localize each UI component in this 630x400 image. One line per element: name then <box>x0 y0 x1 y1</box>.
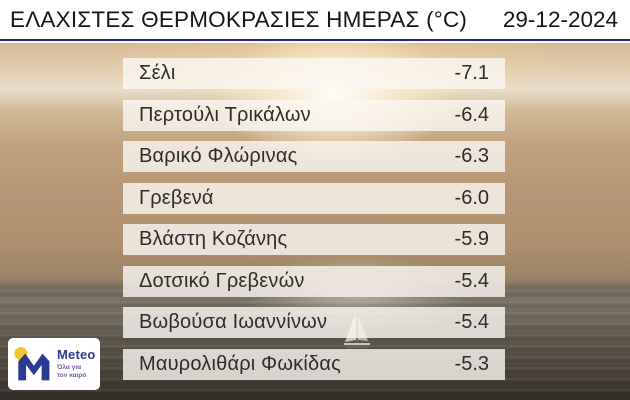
date-label: 29-12-2024 <box>502 6 618 32</box>
temperature-value: -5.9 <box>454 228 489 250</box>
table-row: Σέλι -7.1 <box>123 58 505 89</box>
location-label: Περτούλι Τρικάλων <box>139 103 311 126</box>
table-row: Γρεβενά -6.0 <box>123 182 505 214</box>
temperature-value: -7.1 <box>454 62 489 84</box>
header-bar: ΕΛΑΧΙΣΤΕΣ ΘΕΡΜΟΚΡΑΣΙΕΣ ΗΜΕΡΑΣ (°C) 29-12… <box>0 0 630 41</box>
temperature-value: -6.4 <box>454 103 489 126</box>
location-label: Βλάστη Κοζάνης <box>139 228 288 250</box>
location-label: Βωβούσα Ιωαννίνων <box>139 311 328 333</box>
temperature-value: -5.4 <box>454 311 489 333</box>
meteo-logo: Meteo Όλα για τον καιρό <box>8 338 100 390</box>
table-row: Περτούλι Τρικάλων -6.4 <box>123 99 505 131</box>
location-label: Μαυρολιθάρι Φωκίδας <box>139 352 341 375</box>
location-label: Σέλι <box>139 62 176 84</box>
temperature-value: -6.3 <box>454 145 489 167</box>
meteo-m-icon <box>14 346 52 382</box>
temperature-table: Σέλι -7.1 Περτούλι Τρικάλων -6.4 Βαρικό … <box>123 58 505 380</box>
table-row: Βλάστη Κοζάνης -5.9 <box>123 224 505 255</box>
meteo-brand-label: Meteo <box>57 346 96 362</box>
meteo-tagline: Όλα για τον καιρό <box>57 363 87 379</box>
temperature-value: -5.3 <box>454 352 489 375</box>
table-row: Βαρικό Φλώρινας -6.3 <box>123 141 505 172</box>
location-label: Γρεβενά <box>139 186 214 209</box>
page-title: ΕΛΑΧΙΣΤΕΣ ΘΕΡΜΟΚΡΑΣΙΕΣ ΗΜΕΡΑΣ (°C) <box>10 6 468 32</box>
table-row: Μαυρολιθάρι Φωκίδας -5.3 <box>123 348 505 380</box>
temperature-value: -6.0 <box>454 186 489 209</box>
temperature-value: -5.4 <box>454 269 489 292</box>
table-row: Δοτσικό Γρεβενών -5.4 <box>123 265 505 297</box>
table-row: Βωβούσα Ιωαννίνων -5.4 <box>123 307 505 338</box>
meteo-logo-text: Meteo Όλα για τον καιρό <box>57 348 96 380</box>
location-label: Δοτσικό Γρεβενών <box>139 269 305 292</box>
location-label: Βαρικό Φλώρινας <box>139 145 298 167</box>
